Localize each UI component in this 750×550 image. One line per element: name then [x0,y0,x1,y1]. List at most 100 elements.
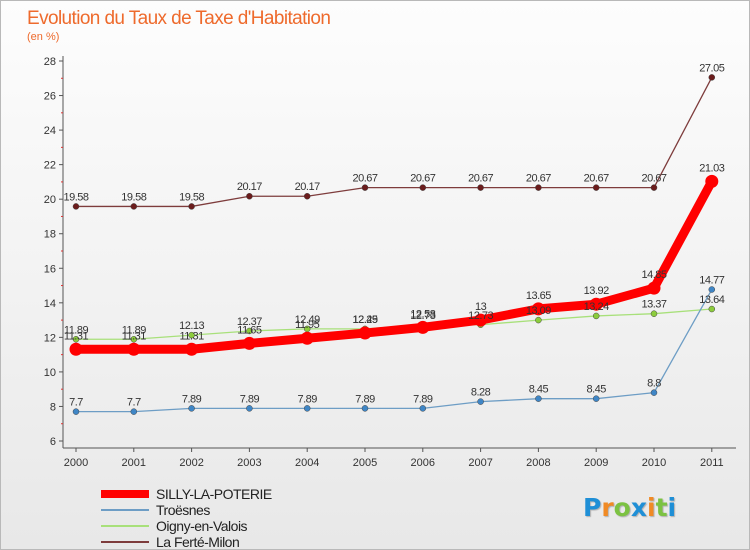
data-point [419,405,427,412]
data-label: 12.37 [237,316,262,328]
series-line [76,77,713,208]
data-point [708,74,716,81]
data-label: 12.73 [468,310,493,322]
chart-series [69,74,719,415]
data-label: 12.13 [179,320,204,332]
series-line [76,289,713,413]
data-label: 12.58 [410,308,435,320]
data-label: 20.67 [584,173,609,185]
chart-subtitle: (en %) [27,31,60,43]
data-point [705,174,719,188]
data-point [188,331,195,339]
data-label: 7.7 [69,397,83,409]
logo-letter: o [613,493,631,522]
data-point [650,389,658,396]
logo-letter: i [647,493,656,522]
chart-legend: SILLY-LA-POTERIETroësnesOigny-en-ValoisL… [101,486,272,549]
data-label: 19.58 [179,191,204,203]
data-point [592,395,600,402]
x-tick-label: 2007 [468,457,492,469]
data-label: 12.49 [352,314,377,326]
data-label: 13.92 [584,285,609,297]
logo-letter: t [655,493,668,522]
data-label: 13.65 [526,290,551,302]
chart-title: Evolution du Taux de Taxe d'Habitation [27,8,331,29]
series-2 [72,305,716,343]
data-point [188,405,195,412]
y-tick-label: 20 [44,194,56,206]
data-point [69,342,83,356]
logo-letter: P [583,493,602,522]
data-label: 7.89 [297,393,317,405]
data-point [130,336,138,343]
series-1 [72,286,716,415]
data-point [246,405,253,412]
data-point [650,310,658,317]
data-label: 20.67 [526,173,551,185]
data-point [300,331,314,345]
x-tick-label: 2005 [353,457,377,469]
data-point [361,405,369,412]
data-label: 20.67 [352,173,377,185]
y-tick-label: 28 [44,56,56,68]
data-point [477,398,484,405]
x-tick-label: 2001 [122,457,146,469]
chart-axes: 6 8 10 12 14 16 18 20 22 24 26 28 2000 2001 2002 2003 20… [44,56,736,469]
data-label: 8.45 [586,384,606,396]
data-label: 12.73 [410,310,435,322]
data-label: 8.45 [529,384,549,396]
x-tick-label: 2011 [700,457,724,469]
legend-label: Oigny-en-Valois [156,518,248,534]
data-label: 13.64 [699,294,724,306]
data-label: 11.89 [122,324,147,336]
x-tick-label: 2009 [584,457,608,469]
data-label: 14.85 [641,269,666,281]
y-tick-label: 18 [44,229,56,241]
series-3 [72,74,716,210]
data-label: 11.65 [237,324,262,336]
data-label: 12.25 [352,314,377,326]
logo-letter: r [601,493,614,522]
data-point [127,342,141,356]
data-label: 19.58 [121,191,146,203]
data-label: 7.7 [127,397,141,409]
data-point [477,184,484,191]
data-label: 12.49 [295,314,320,326]
data-label: 11.31 [122,330,147,342]
data-point [535,316,542,324]
y-tick-label: 8 [50,401,56,413]
data-point [708,305,716,313]
data-point [242,336,256,350]
data-point [647,281,661,295]
data-point [185,342,199,356]
data-label: 11.31 [179,330,204,342]
x-tick-label: 2004 [295,457,319,469]
data-label: 11.95 [295,319,320,331]
data-point [474,313,488,327]
data-point [72,336,80,343]
y-tick-label: 26 [44,91,56,103]
x-tick-label: 2002 [179,457,203,469]
data-point [535,184,542,191]
data-label: 13 [475,301,487,313]
data-point [592,312,600,320]
data-point [72,203,80,210]
data-label: 19.58 [63,191,88,203]
data-label: 8.8 [647,378,661,390]
data-label: 13.09 [526,305,551,317]
data-label: 20.67 [410,173,435,185]
data-point [303,405,311,412]
data-point [303,192,311,200]
legend-label: SILLY-LA-POTERIE [156,486,272,502]
data-point [72,408,80,415]
data-label: 7.89 [182,393,202,405]
y-tick-label: 6 [50,436,56,448]
data-label: 7.89 [240,393,260,405]
data-label: 13.37 [641,299,666,311]
legend-label: La Ferté-Milon [156,534,239,549]
series-0 [69,174,719,356]
y-tick-label: 22 [44,160,56,172]
data-point [531,302,545,316]
